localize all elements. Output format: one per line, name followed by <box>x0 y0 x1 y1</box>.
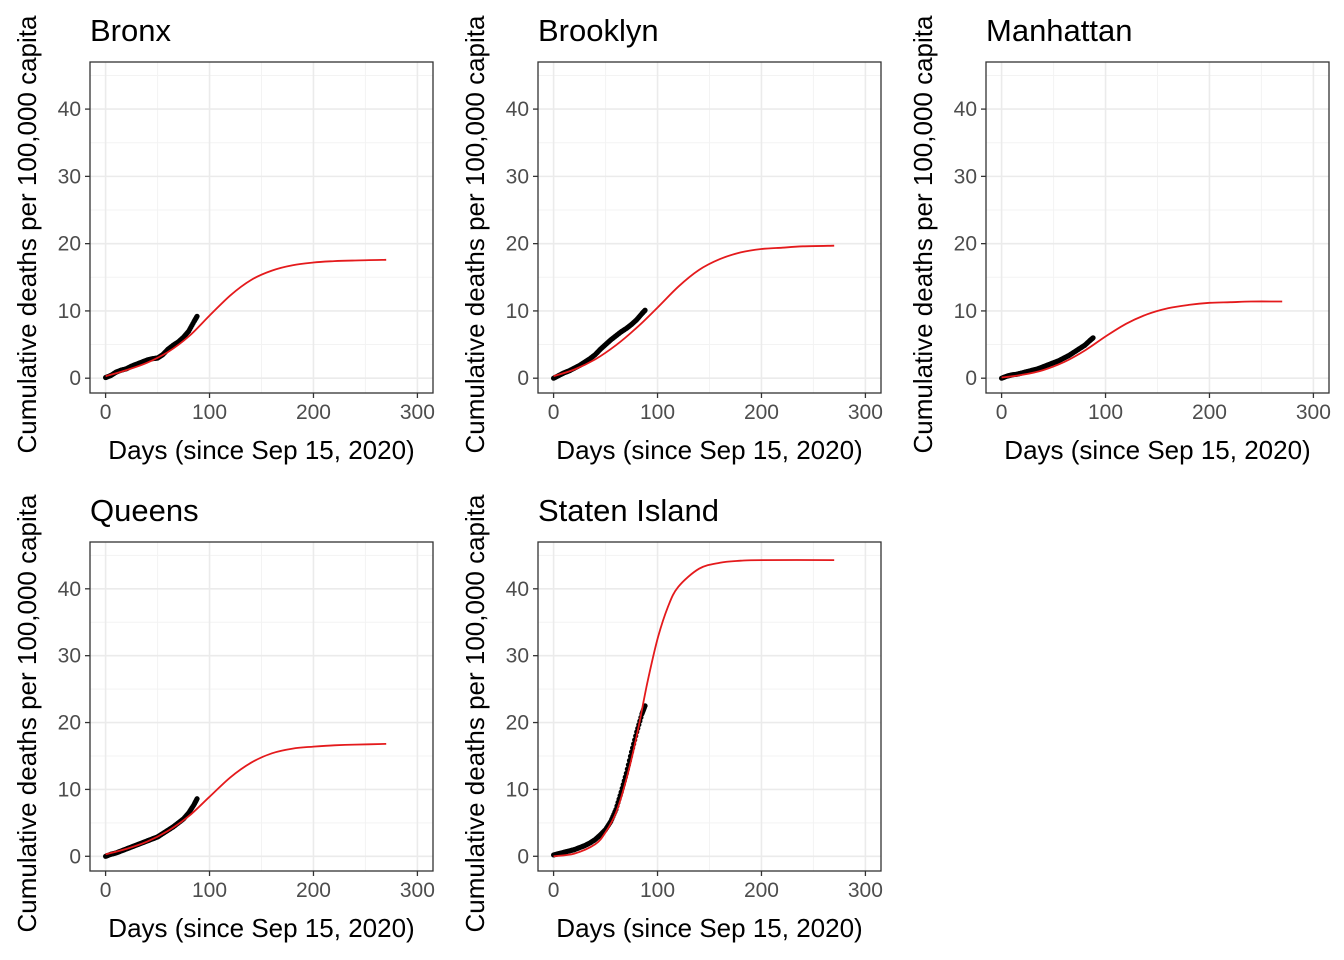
x-tick-label: 200 <box>296 401 331 424</box>
y-tick-label: 20 <box>954 233 977 256</box>
fitted-curve <box>105 258 387 378</box>
facet-panel-1: 0 100 200 300 0 10 20 30 40 Brooklyn Days (since S… <box>460 13 883 465</box>
panel-title: Manhattan <box>986 13 1133 48</box>
y-tick-label: 0 <box>69 845 81 868</box>
y-tick-label: 30 <box>506 165 529 188</box>
y-tick-label: 0 <box>517 367 529 390</box>
y-axis-title: Cumulative deaths per 100,000 capita <box>12 494 42 932</box>
y-tick-label: 10 <box>58 300 81 323</box>
x-tick-label: 300 <box>848 401 883 424</box>
x-axis-title: Days (since Sep 15, 2020) <box>556 913 862 943</box>
x-tick-label: 0 <box>548 879 560 902</box>
fitted-curve <box>1001 300 1283 379</box>
panel-title: Bronx <box>90 13 171 48</box>
y-tick-label: 10 <box>506 300 529 323</box>
x-tick-label: 100 <box>192 401 227 424</box>
x-tick-label: 300 <box>848 879 883 902</box>
x-tick-label: 200 <box>296 879 331 902</box>
y-tick-label: 40 <box>506 98 529 121</box>
panel-border <box>985 61 1330 394</box>
x-tick-label: 100 <box>1088 401 1123 424</box>
y-axis-title: Cumulative deaths per 100,000 capita <box>460 494 490 932</box>
panel-title: Staten Island <box>538 493 719 528</box>
y-tick-label: 10 <box>506 778 529 801</box>
data-point <box>194 313 200 319</box>
y-tick-label: 0 <box>517 845 529 868</box>
y-tick-label: 30 <box>506 645 529 668</box>
data-point <box>642 307 648 313</box>
x-axis-title: Days (since Sep 15, 2020) <box>108 913 414 943</box>
y-tick-label: 20 <box>506 233 529 256</box>
x-tick-label: 200 <box>1192 401 1227 424</box>
y-tick-label: 30 <box>58 645 81 668</box>
y-tick-label: 20 <box>58 233 81 256</box>
y-tick-label: 30 <box>58 165 81 188</box>
fitted-curve <box>553 244 835 378</box>
x-tick-label: 100 <box>640 879 675 902</box>
y-tick-label: 10 <box>954 300 977 323</box>
facet-panel-0: 0 100 200 300 0 10 20 30 40 Bronx Days (since Sep … <box>12 13 435 465</box>
y-tick-label: 20 <box>506 712 529 735</box>
y-tick-label: 20 <box>58 712 81 735</box>
x-axis-title: Days (since Sep 15, 2020) <box>108 435 414 465</box>
x-tick-label: 300 <box>1296 401 1331 424</box>
y-tick-label: 0 <box>965 367 977 390</box>
x-tick-label: 300 <box>400 401 435 424</box>
y-tick-label: 40 <box>58 578 81 601</box>
facet-panel-2: 0 100 200 300 0 10 20 30 40 Manhattan Days (since … <box>908 13 1331 465</box>
y-tick-label: 0 <box>69 367 81 390</box>
x-tick-label: 0 <box>548 401 560 424</box>
x-tick-label: 100 <box>192 879 227 902</box>
x-tick-label: 0 <box>100 879 112 902</box>
panel-title: Queens <box>90 493 199 528</box>
x-tick-label: 100 <box>640 401 675 424</box>
y-tick-label: 30 <box>954 165 977 188</box>
y-tick-label: 40 <box>954 98 977 121</box>
y-axis-title: Cumulative deaths per 100,000 capita <box>460 15 490 453</box>
y-axis-title: Cumulative deaths per 100,000 capita <box>12 15 42 453</box>
x-tick-label: 0 <box>996 401 1008 424</box>
y-axis-title: Cumulative deaths per 100,000 capita <box>908 15 938 453</box>
panel-border <box>537 61 882 394</box>
x-axis-title: Days (since Sep 15, 2020) <box>556 435 862 465</box>
data-point <box>1090 335 1096 341</box>
y-tick-label: 40 <box>506 578 529 601</box>
x-tick-label: 0 <box>100 401 112 424</box>
panel-border <box>89 541 434 872</box>
x-tick-label: 200 <box>744 401 779 424</box>
y-tick-label: 40 <box>58 98 81 121</box>
panel-border <box>89 61 434 394</box>
facet-panel-3: 0 100 200 300 0 10 20 30 40 Queens Days (since Sep… <box>12 493 435 943</box>
fitted-curve <box>105 743 387 856</box>
y-tick-label: 10 <box>58 778 81 801</box>
x-tick-label: 300 <box>400 879 435 902</box>
x-axis-title: Days (since Sep 15, 2020) <box>1004 435 1310 465</box>
data-point <box>194 796 200 802</box>
facet-panel-4: 0 100 200 300 0 10 20 30 40 Staten Island Days (si… <box>460 493 883 943</box>
panel-title: Brooklyn <box>538 13 659 48</box>
x-tick-label: 200 <box>744 879 779 902</box>
fitted-curve <box>553 559 835 858</box>
panel-border <box>537 541 882 872</box>
